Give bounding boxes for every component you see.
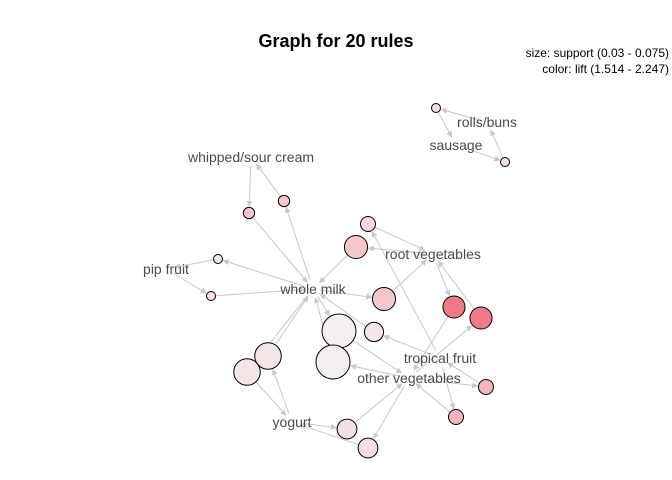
legend-size-text: size: support (0.03 - 0.075) xyxy=(526,46,669,60)
rule-node-r19[interactable] xyxy=(357,437,379,459)
edge-whole_milk-to-r10 xyxy=(317,296,330,317)
item-label-rolls-buns: rolls/buns xyxy=(457,114,517,130)
edge-r5-to-pip_fruit xyxy=(174,259,214,270)
rule-node-r16[interactable] xyxy=(254,342,282,370)
edge-other_vegetables-to-r19 xyxy=(373,385,405,440)
rule-node-r5[interactable] xyxy=(213,254,223,264)
legend-color-text: color: lift (1.514 - 2.247) xyxy=(542,62,669,76)
edge-yogurt-to-r16 xyxy=(271,368,290,414)
rule-node-r7[interactable] xyxy=(343,234,369,260)
edge-other_vegetables-to-r15 xyxy=(417,378,479,389)
rule-node-r18[interactable] xyxy=(336,418,358,440)
item-label-other-vegetables: other vegetables xyxy=(357,370,461,386)
rule-node-r14[interactable] xyxy=(448,409,464,425)
edge-r7-to-whole_milk xyxy=(319,254,349,284)
edge-r19-to-yogurt xyxy=(299,423,359,446)
item-label-root-vegetables: root vegetables xyxy=(385,246,481,262)
edge-rolls_buns-to-r1 xyxy=(440,107,479,121)
edge-r10-to-other_vegetables xyxy=(352,340,403,374)
rule-node-r10[interactable] xyxy=(321,313,357,349)
graph-title: Graph for 20 rules xyxy=(258,31,413,51)
rule-node-r3[interactable] xyxy=(242,206,256,220)
rule-node-r4[interactable] xyxy=(277,194,291,208)
edge-tropical_fruit-to-r20 xyxy=(371,230,437,351)
rule-node-r6[interactable] xyxy=(206,291,216,301)
edge-r1-to-sausage xyxy=(437,111,453,138)
item-label-pip-fruit: pip fruit xyxy=(143,261,189,277)
edge-whipped_sour_cream-to-r3 xyxy=(246,165,253,207)
item-label-whole-milk: whole milk xyxy=(279,281,346,297)
rule-node-r17[interactable] xyxy=(233,358,261,386)
edge-r8-to-root_vegetables xyxy=(392,259,427,292)
edge-other_vegetables-to-r13 xyxy=(415,325,473,373)
edge-sausage-to-r2 xyxy=(464,147,501,162)
rule-node-r12[interactable] xyxy=(442,295,466,319)
item-label-yogurt: yogurt xyxy=(273,414,312,430)
edge-root_vegetables-to-r7 xyxy=(367,245,425,254)
edge-r15-to-tropical_fruit xyxy=(447,362,480,384)
rule-node-r2[interactable] xyxy=(500,157,510,167)
edge-r4-to-whipped_sour_cream xyxy=(255,163,281,197)
edge-yogurt-to-r18 xyxy=(300,422,337,430)
edge-r13-to-root_vegetables xyxy=(437,260,475,310)
edge-r6-to-whole_milk xyxy=(215,286,305,297)
edge-r18-to-other_vegetables xyxy=(354,383,403,424)
rule-node-r9[interactable] xyxy=(363,321,385,343)
edge-r9-to-whole_milk xyxy=(319,293,367,327)
rule-nodes-layer xyxy=(206,103,510,459)
edges-layer xyxy=(173,107,504,446)
item-label-whipped-sour-cream: whipped/sour cream xyxy=(187,149,314,165)
item-label-sausage: sausage xyxy=(430,137,483,153)
edge-whole_milk-to-r4 xyxy=(284,206,311,281)
edge-other_vegetables-to-r11 xyxy=(350,363,401,377)
rule-node-r15[interactable] xyxy=(478,379,494,395)
edge-r17-to-yogurt xyxy=(255,381,287,416)
rule-node-r11[interactable] xyxy=(315,344,351,380)
edge-whole_milk-to-r8 xyxy=(321,289,373,300)
edge-r12-to-other_vegetables xyxy=(413,316,449,371)
edge-r2-to-rolls_buns xyxy=(490,129,504,159)
rule-node-r20[interactable] xyxy=(360,216,376,232)
item-label-tropical-fruit: tropical fruit xyxy=(404,350,476,366)
edge-tropical_fruit-to-r14 xyxy=(441,366,456,410)
edge-r20-to-root_vegetables xyxy=(374,226,426,251)
rule-node-r13[interactable] xyxy=(469,306,493,330)
item-labels-layer: whole milk whipped/sour cream pip fruit roo… xyxy=(143,114,517,430)
edge-pip_fruit-to-r6 xyxy=(173,273,207,294)
rule-node-r1[interactable] xyxy=(431,103,441,113)
edge-r3-to-whole_milk xyxy=(252,217,308,283)
edge-root_vegetables-to-r12 xyxy=(435,262,451,297)
edge-r14-to-other_vegetables xyxy=(415,383,451,413)
edge-r16-to-whole_milk xyxy=(274,295,309,346)
rule-node-r8[interactable] xyxy=(371,286,397,312)
edge-tropical_fruit-to-r9 xyxy=(383,335,432,356)
edge-whole_milk-to-r5 xyxy=(222,259,305,287)
